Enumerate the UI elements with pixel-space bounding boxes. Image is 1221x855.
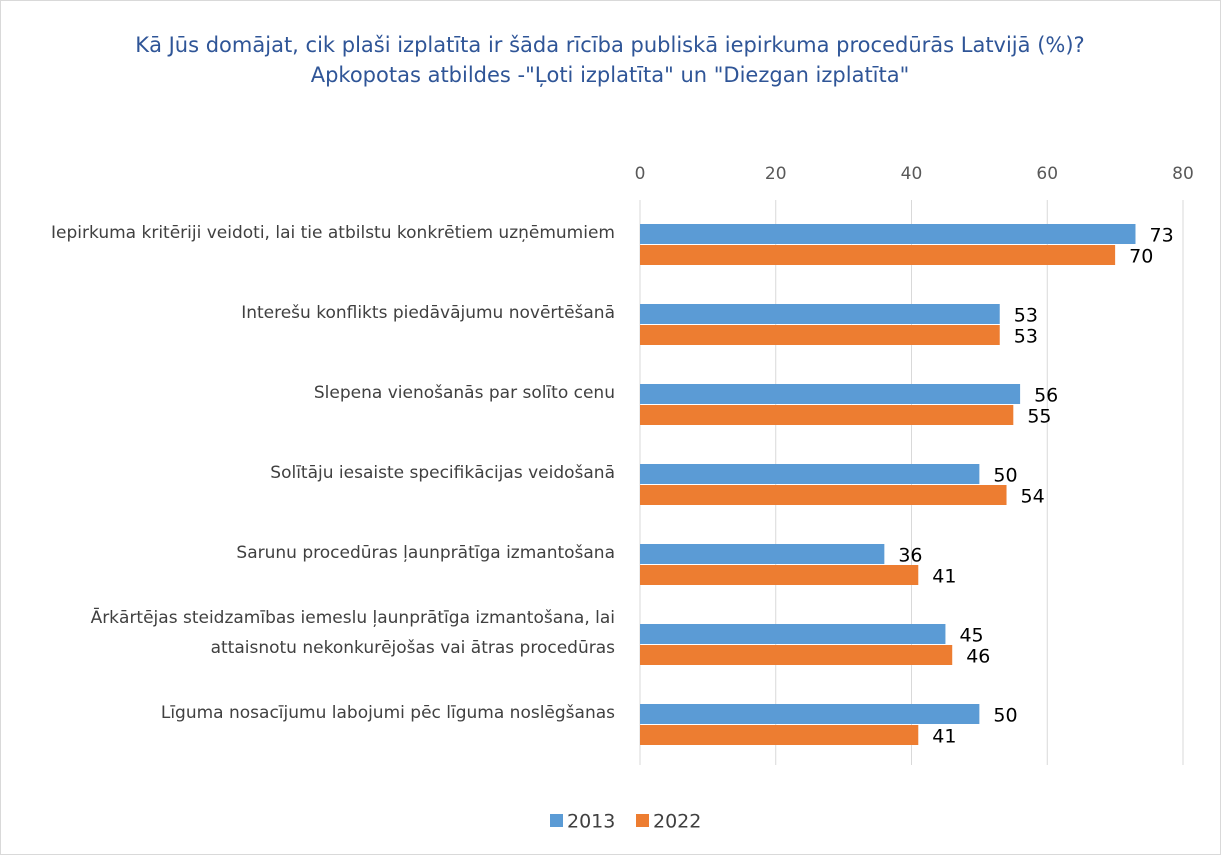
bar — [640, 725, 919, 745]
category-label: Interešu konflikts piedāvājumu novērtēša… — [241, 303, 615, 323]
data-label: 70 — [1129, 246, 1153, 268]
data-label: 46 — [966, 646, 990, 668]
data-label: 73 — [1149, 225, 1173, 247]
data-label: 45 — [959, 625, 983, 647]
x-tick-label: 0 — [635, 164, 646, 184]
bar — [640, 624, 946, 644]
bar — [640, 224, 1136, 244]
data-label: 53 — [1014, 305, 1038, 327]
bar — [640, 405, 1014, 425]
category-label: Slepena vienošanās par solīto cenu — [313, 383, 615, 403]
x-tick-label: 80 — [1172, 164, 1194, 184]
data-label: 50 — [993, 705, 1017, 727]
data-label: 41 — [932, 566, 956, 588]
data-label: 53 — [1014, 326, 1038, 348]
data-label: 50 — [993, 465, 1017, 487]
bar — [640, 645, 953, 665]
bar — [640, 565, 919, 585]
bar — [640, 544, 885, 564]
legend-swatch — [636, 814, 649, 827]
bar — [640, 304, 1000, 324]
bar — [640, 464, 980, 484]
category-label: Ārkārtējas steidzamības iemeslu ļaunprāt… — [90, 608, 615, 658]
x-tick-label: 60 — [1036, 164, 1058, 184]
category-label: Iepirkuma kritēriji veidoti, lai tie atb… — [51, 223, 615, 243]
bar — [640, 704, 980, 724]
x-tick-label: 20 — [765, 164, 787, 184]
legend-label: 2013 — [567, 811, 615, 833]
category-label: Līguma nosacījumu labojumi pēc līguma no… — [160, 703, 615, 723]
data-label: 36 — [898, 545, 922, 567]
bar — [640, 325, 1000, 345]
category-label: Solītāju iesaiste specifikācijas veidoša… — [270, 463, 615, 483]
bar — [640, 384, 1021, 404]
data-label: 56 — [1034, 385, 1058, 407]
data-label: 55 — [1027, 406, 1051, 428]
legend-swatch — [550, 814, 563, 827]
category-label: Sarunu procedūras ļaunprātīga izmantošan… — [236, 543, 615, 563]
chart-title: Kā Jūs domājat, cik plaši izplatīta ir š… — [135, 33, 1085, 87]
data-label: 41 — [932, 726, 956, 748]
legend-label: 2022 — [653, 811, 701, 833]
bar — [640, 485, 1007, 505]
x-tick-label: 40 — [901, 164, 923, 184]
bar — [640, 245, 1116, 265]
data-label: 54 — [1021, 486, 1045, 508]
